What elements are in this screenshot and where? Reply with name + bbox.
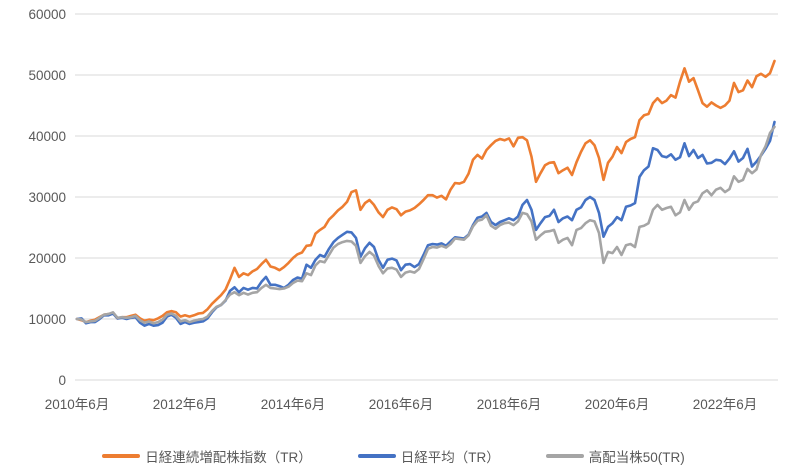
legend-label: 高配当株50(TR) (588, 450, 685, 465)
plot-area: 0 10000 20000 30000 40000 50000 60000 2010年6月 20… (28, 7, 778, 412)
y-axis-label: 0 (58, 373, 66, 388)
legend-label: 日経連続増配株指数（TR） (145, 450, 312, 465)
x-axis-label: 2020年6月 (585, 397, 650, 412)
blue-line-swatch-icon (357, 454, 396, 458)
gray-line-swatch-icon (545, 454, 584, 458)
x-axis-label: 2022年6月 (693, 397, 758, 412)
orange-line-swatch-icon (102, 454, 141, 458)
y-axis-label: 50000 (28, 68, 66, 83)
x-axis-label: 2010年6月 (45, 397, 110, 412)
y-axis-label: 40000 (28, 129, 66, 144)
legend-label: 日経平均（TR） (400, 450, 500, 465)
x-axis-label: 2012年6月 (153, 397, 218, 412)
legend: 日経連続増配株指数（TR） 日経平均（TR） 高配当株50(TR) (0, 442, 787, 470)
series-line-2 (75, 125, 776, 325)
y-axis-label: 20000 (28, 251, 66, 266)
y-axis-label: 30000 (28, 190, 66, 205)
x-axis-label: 2014年6月 (261, 397, 326, 412)
x-axis-label: 2018年6月 (477, 397, 542, 412)
legend-item-nikkei-average: 日経平均（TR） (357, 446, 500, 466)
y-axis-label: 60000 (28, 7, 66, 22)
series-line-0 (75, 59, 776, 324)
series-line-1 (75, 120, 776, 327)
y-axis-label: 10000 (28, 312, 66, 327)
legend-item-dividend-growth-index: 日経連続増配株指数（TR） (102, 446, 312, 466)
legend-item-high-dividend-50: 高配当株50(TR) (545, 446, 685, 466)
x-axis-label: 2016年6月 (369, 397, 434, 412)
